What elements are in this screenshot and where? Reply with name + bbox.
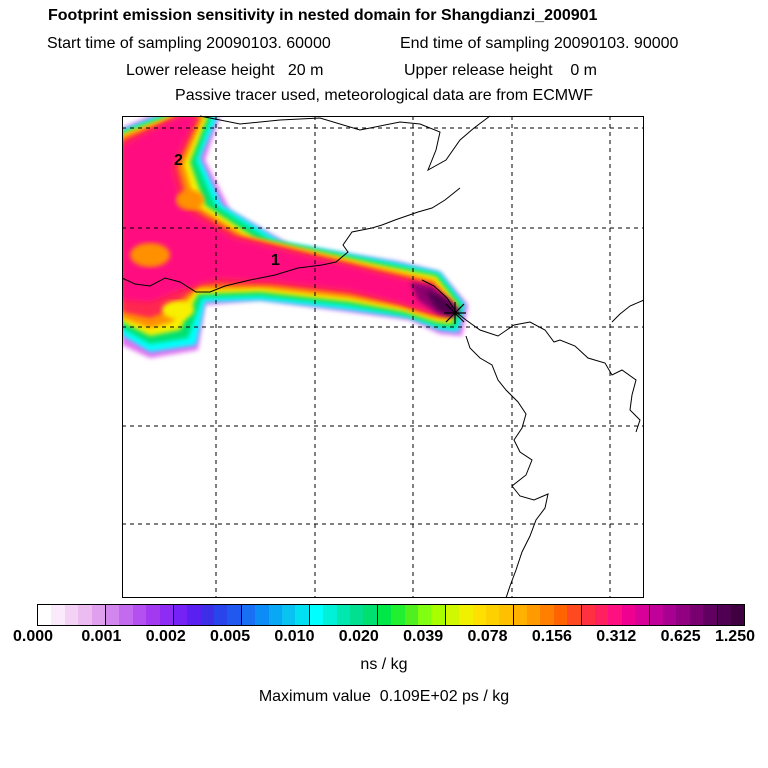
colorbar-segment (295, 605, 310, 625)
colorbar-segment (38, 605, 52, 625)
colorbar-segment (485, 605, 500, 625)
tracer-note: Passive tracer used, meteorological data… (175, 87, 593, 104)
colorbar-segment (200, 605, 215, 625)
colorbar-tick-label: 0.010 (274, 628, 315, 645)
lower-release-label: Lower release height 20 m (126, 62, 324, 79)
colorbar-segment (431, 605, 446, 625)
colorbar-segment (132, 605, 147, 625)
site-marker-icon (444, 302, 466, 324)
colorbar-segment (241, 605, 256, 625)
colorbar (37, 604, 745, 626)
colorbar-segment (349, 605, 364, 625)
colorbar-tick-label: 0.039 (403, 628, 444, 645)
colorbar-segment (363, 605, 378, 625)
colorbar-segment (78, 605, 92, 625)
colorbar-segment (255, 605, 269, 625)
map-frame (122, 116, 644, 598)
colorbar-segment (377, 605, 392, 625)
colorbar-segment (391, 605, 405, 625)
colorbar-segment (119, 605, 133, 625)
colorbar-segment (187, 605, 201, 625)
colorbar-segment (689, 605, 704, 625)
colorbar-segment (91, 605, 106, 625)
colorbar-segment (459, 605, 473, 625)
colorbar-segment (173, 605, 188, 625)
max-value-label: Maximum value 0.109E+02 ps / kg (258, 688, 510, 705)
colorbar-segment (404, 605, 418, 625)
colorbar-segment (540, 605, 554, 625)
colorbar-segment (227, 605, 242, 625)
colorbar-segment (703, 605, 718, 625)
contour-label-1: 1 (271, 252, 280, 269)
contour-label-2: 2 (174, 152, 183, 169)
colorbar-segment (717, 605, 731, 625)
end-time-label: End time of sampling 20090103. 90000 (400, 35, 679, 52)
start-time-label: Start time of sampling 20090103. 60000 (47, 35, 331, 52)
colorbar-segment (64, 605, 79, 625)
colorbar-tick-label: 0.002 (145, 628, 186, 645)
colorbar-segment (417, 605, 432, 625)
colorbar-tick-label: 0.156 (531, 628, 572, 645)
colorbar-segment (105, 605, 120, 625)
colorbar-tick-label: 0.625 (660, 628, 701, 645)
colorbar-segment (268, 605, 283, 625)
colorbar-tick-label: 0.001 (81, 628, 122, 645)
colorbar-segment (146, 605, 160, 625)
colorbar-segment (527, 605, 541, 625)
colorbar-segment (282, 605, 296, 625)
colorbar-segment (336, 605, 350, 625)
colorbar-segment (51, 605, 65, 625)
colorbar-segment (676, 605, 690, 625)
colorbar-segment (649, 605, 663, 625)
colorbar-segment (499, 605, 514, 625)
colorbar-segment (730, 605, 745, 625)
colorbar-tick-label: 0.020 (338, 628, 379, 645)
colorbar-segment (662, 605, 677, 625)
upper-release-label: Upper release height 0 m (404, 62, 597, 79)
colorbar-segment (595, 605, 609, 625)
colorbar-segment (608, 605, 622, 625)
coastlines (121, 115, 645, 599)
gridlines (122, 116, 644, 598)
colorbar-tick-label: 0.005 (210, 628, 251, 645)
plume-layer (122, 116, 468, 358)
colorbar-segment (581, 605, 596, 625)
colorbar-segment (323, 605, 337, 625)
colorbar-segment (513, 605, 528, 625)
colorbar-segment (159, 605, 174, 625)
colorbar-segment (553, 605, 568, 625)
colorbar-segment (635, 605, 650, 625)
colorbar-segment (445, 605, 460, 625)
colorbar-tick-label: 0.078 (467, 628, 508, 645)
colorbar-segment (472, 605, 486, 625)
colorbar-segment (309, 605, 324, 625)
colorbar-segment (567, 605, 582, 625)
colorbar-segment (621, 605, 636, 625)
colorbar-tick-label: 1.250 (714, 628, 756, 645)
colorbar-units: ns / kg (360, 656, 408, 673)
colorbar-tick-label: 0.312 (596, 628, 637, 645)
colorbar-tick-label: 0.000 (12, 628, 54, 645)
colorbar-segment (214, 605, 228, 625)
plot-title: Footprint emission sensitivity in nested… (48, 7, 598, 24)
